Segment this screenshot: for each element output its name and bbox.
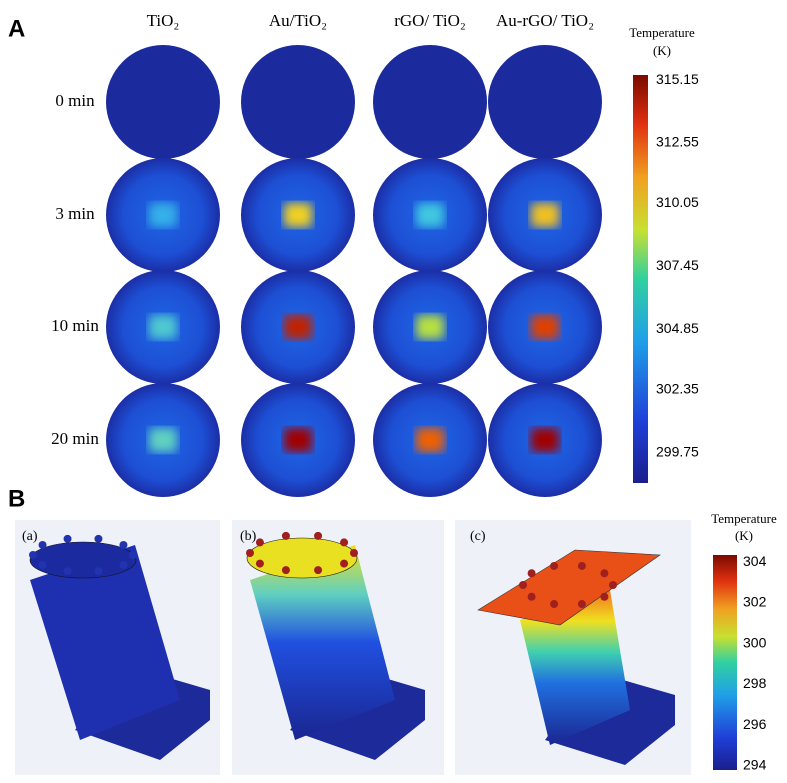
bolt (129, 551, 137, 559)
bolt (609, 581, 617, 589)
bolt (119, 560, 128, 569)
hot-spot (531, 428, 559, 452)
colorbar-tick-label: 304.85 (656, 320, 699, 336)
thermal-image (373, 45, 487, 159)
colorbar-tick-label: 302.35 (656, 381, 699, 397)
bolt (527, 592, 536, 601)
hot-spot (149, 315, 177, 339)
bolt (600, 592, 609, 601)
panel-label: A (8, 15, 25, 42)
colorbar-tick-label: 312.55 (656, 134, 699, 150)
hot-spot (416, 203, 444, 227)
hot-spot (416, 315, 444, 339)
colorbar-tick-label: 307.45 (656, 257, 699, 273)
hot-spot (149, 428, 177, 452)
hot-spot (149, 203, 177, 227)
colorbar-tick-label: 296 (743, 716, 767, 732)
bolt (519, 581, 527, 589)
bolt (350, 549, 358, 557)
hot-spot (284, 203, 312, 227)
bolt (119, 541, 128, 550)
colorbar-tick-label: 310.05 (656, 194, 699, 210)
bolt (255, 538, 264, 547)
bolt (281, 531, 290, 540)
bolt (281, 566, 290, 575)
colorbar-title: Temperature (629, 25, 695, 40)
colorbar (633, 75, 648, 483)
hot-spot (531, 315, 559, 339)
hot-spot (531, 203, 559, 227)
thermal-image (488, 45, 602, 159)
column-header: rGO/ TiO₂ (394, 11, 466, 30)
bolt (94, 567, 103, 576)
bolt (340, 538, 349, 547)
subpanel-label: (b) (240, 529, 257, 544)
bolt (29, 551, 37, 559)
bolt (600, 569, 609, 578)
thermal-image (241, 45, 355, 159)
row-label: 0 min (55, 91, 95, 110)
colorbar-tick-label: 300 (743, 634, 767, 650)
bolt (550, 561, 559, 570)
column-header: TiO₂ (147, 11, 180, 30)
colorbar-unit: (K) (653, 43, 671, 58)
bolt (38, 541, 47, 550)
colorbar-tick-label: 294 (743, 757, 767, 773)
thermal-image (106, 45, 220, 159)
bolt (340, 559, 349, 568)
hot-spot (284, 428, 312, 452)
row-label: 10 min (51, 316, 99, 335)
hot-spot (284, 315, 312, 339)
column-header: Au/TiO₂ (269, 11, 327, 30)
bolt (577, 600, 586, 609)
bolt (550, 600, 559, 609)
colorbar-tick-label: 298 (743, 675, 767, 691)
colorbar-tick-label: 304 (743, 553, 767, 569)
bolt (314, 531, 323, 540)
bolt (63, 567, 72, 576)
colorbar-tick-label: 315.15 (656, 71, 699, 87)
row-label: 20 min (51, 429, 99, 448)
bolt (63, 534, 72, 543)
colorbar (713, 555, 737, 770)
colorbar-tick-label: 299.75 (656, 443, 699, 459)
bolt (527, 569, 536, 578)
bolt (246, 549, 254, 557)
subpanel-label: (c) (470, 529, 486, 544)
bolt (255, 559, 264, 568)
hot-spot (416, 428, 444, 452)
row-label: 3 min (55, 204, 95, 223)
column-header: Au-rGO/ TiO₂ (496, 11, 594, 30)
colorbar-unit: (K) (735, 528, 753, 543)
bolt (38, 560, 47, 569)
subpanel-label: (a) (22, 529, 38, 544)
panel-label: B (8, 485, 25, 512)
colorbar-title: Temperature (711, 511, 777, 526)
bolt (577, 561, 586, 570)
panel-b-images (15, 520, 691, 775)
bolt (314, 566, 323, 575)
colorbar-tick-label: 302 (743, 594, 767, 610)
bolt (94, 534, 103, 543)
